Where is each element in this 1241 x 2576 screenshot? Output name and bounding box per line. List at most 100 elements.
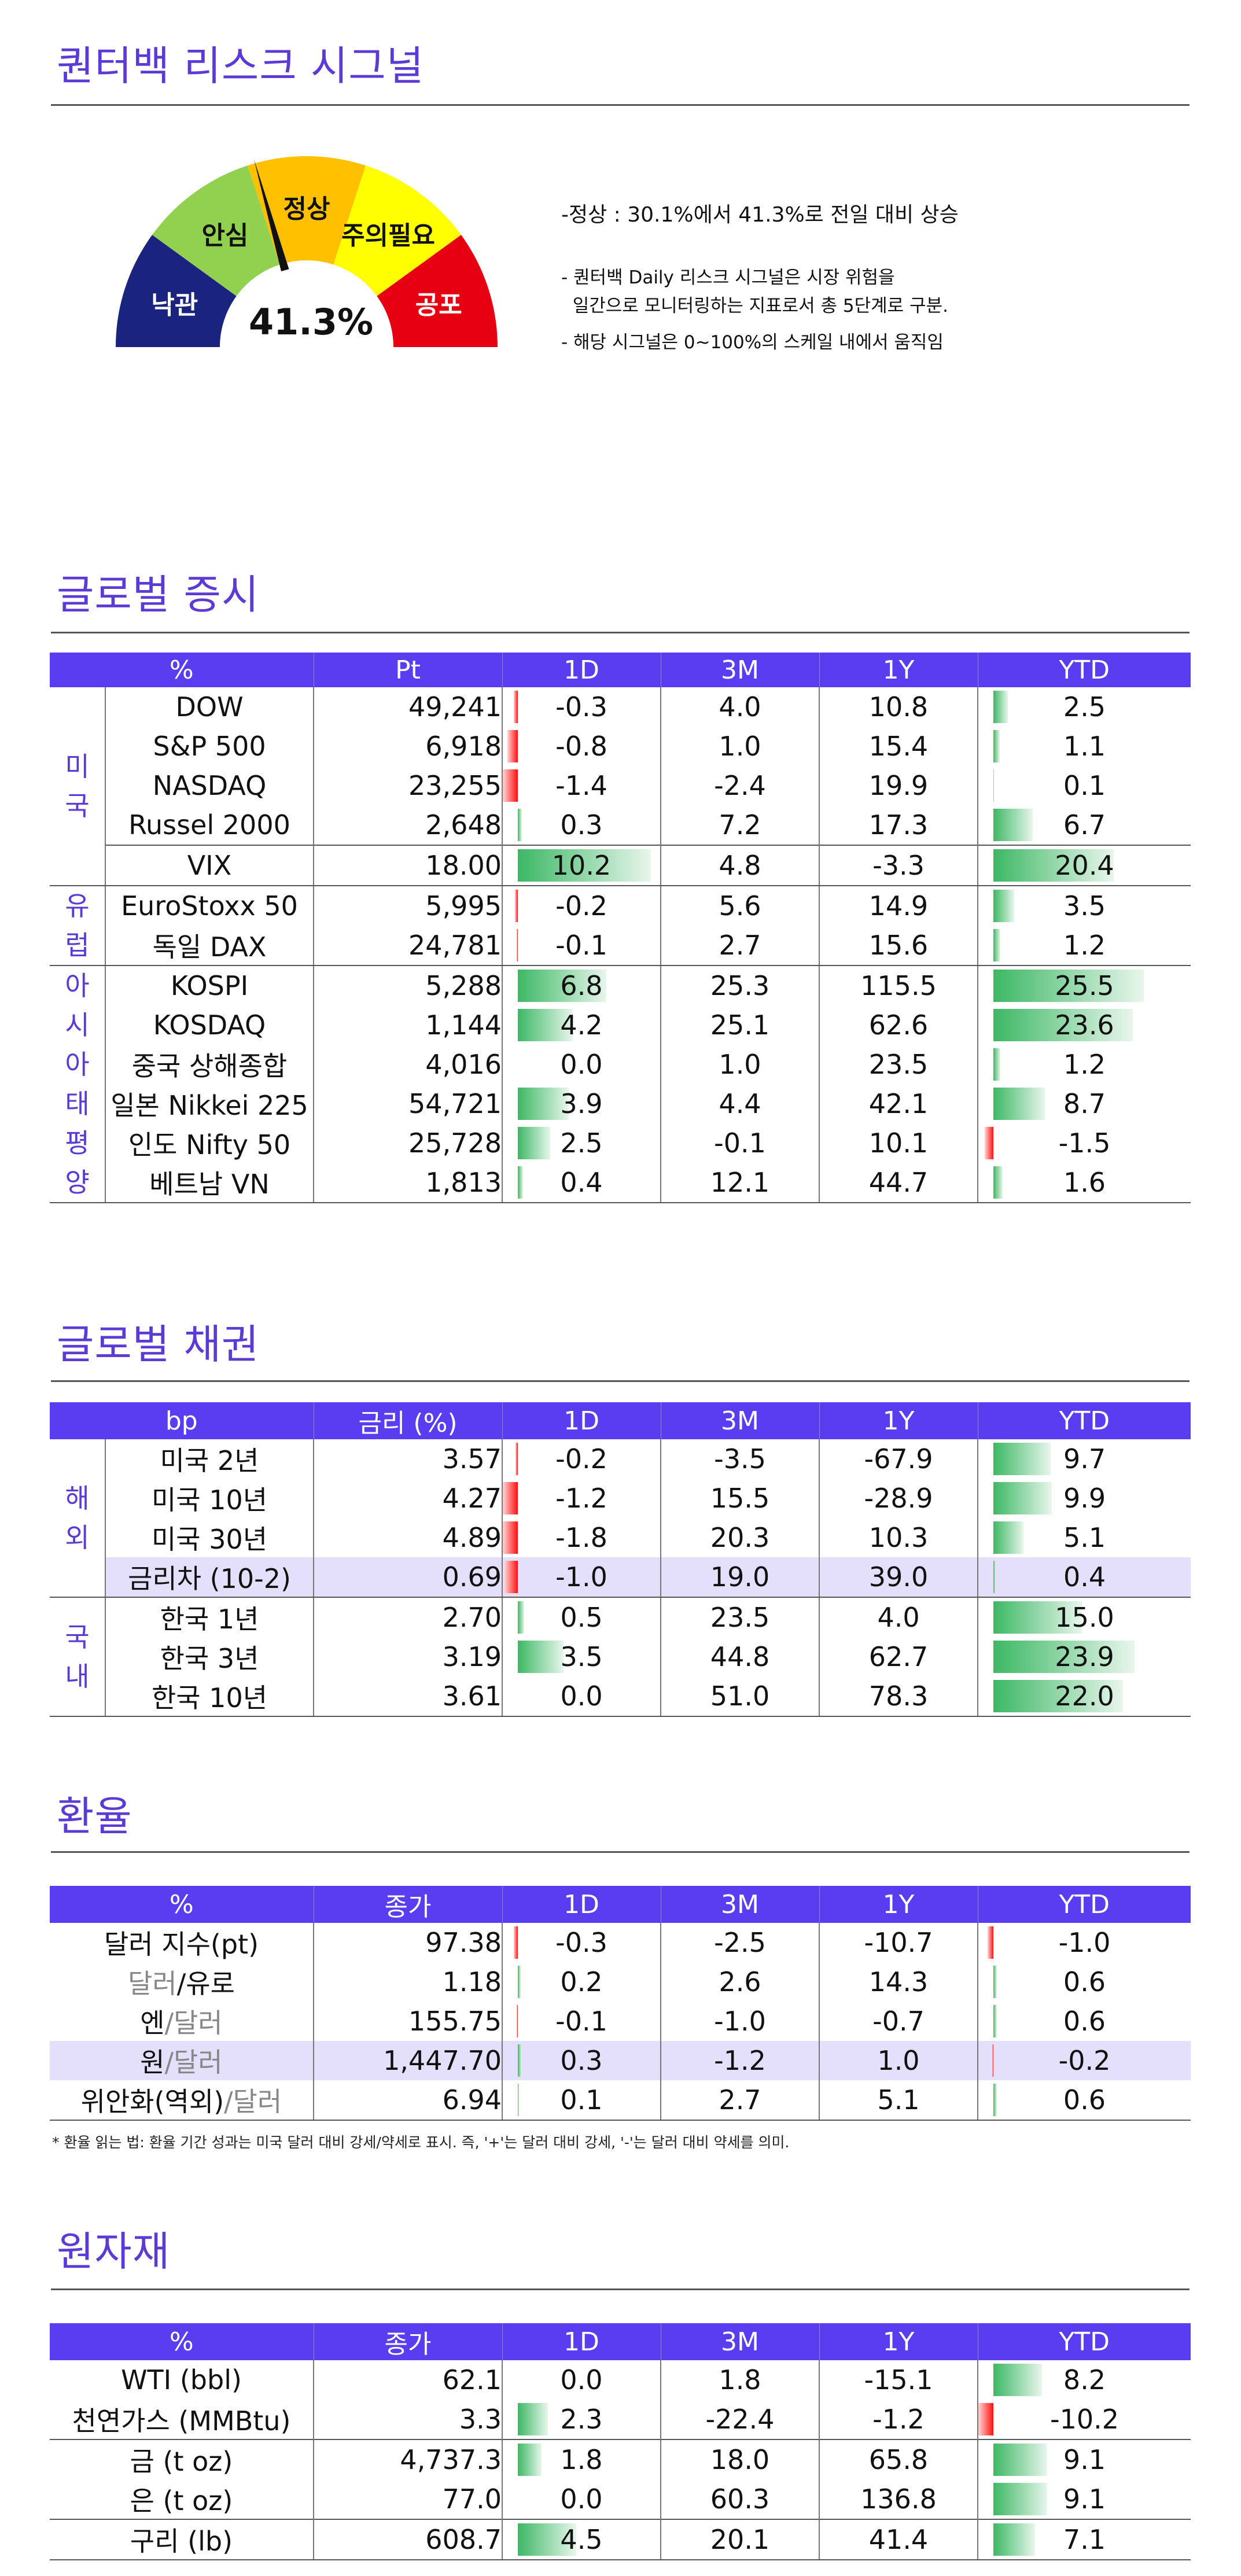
column-header: 1Y [819, 1886, 978, 1923]
row-value: 18.00 [314, 845, 503, 886]
gauge-segment [116, 235, 237, 347]
row-name: 한국 1년 [105, 1597, 315, 1637]
value-text: 1.1 [1063, 731, 1106, 762]
value-text: 0.6 [1063, 2084, 1106, 2116]
value-bar [518, 1166, 524, 1199]
change-3m: -3.5 [661, 1439, 820, 1479]
change-3m: 1.8 [661, 2360, 820, 2400]
value-text: 3.5 [1063, 890, 1106, 922]
row-name-part: /달러 [224, 2086, 282, 2117]
row-value: 3.19 [314, 1637, 503, 1676]
change-1y: -1.2 [819, 2400, 978, 2439]
row-name: 인도 Nifty 50 [105, 1123, 314, 1163]
change-3m: -2.4 [661, 766, 820, 805]
table-row: 국 내 한국 1년 2.70 0.5 23.5 4.0 15.0 [50, 1597, 1191, 1717]
change-1y: 19.9 [819, 766, 978, 805]
row-name: 한국 3년 [105, 1637, 315, 1676]
gauge-segment [377, 235, 498, 347]
change-3m: 4.0 [661, 687, 820, 727]
value-text: 3.5 [560, 1641, 603, 1672]
value-bar [503, 1482, 518, 1514]
row-name: DOW [105, 687, 314, 727]
value-text: 8.2 [1063, 2364, 1106, 2396]
change-3m: 4.8 [661, 845, 820, 886]
table-header: bp 금리 (%) 1D 3M 1Y YTD [50, 1402, 1191, 1439]
change-3m: 23.5 [661, 1597, 820, 1637]
change-ytd: 1.2 [978, 926, 1191, 966]
row-name: 금리차 (10-2) [105, 1557, 315, 1598]
value-bar [518, 1601, 525, 1634]
table-row: 인도 Nifty 50 25,728 2.5 -0.1 10.1 -1.5 [50, 1123, 1191, 1163]
table-row: 달러/유로 1.18 0.2 2.6 14.3 0.6 [50, 1962, 1191, 2002]
value-bar [507, 730, 518, 762]
change-3m: 44.8 [661, 1637, 820, 1676]
change-1d: 2.3 [502, 2400, 661, 2439]
row-name: KOSPI [105, 965, 314, 1005]
equity-section-title: 글로벌 증시 [57, 571, 260, 618]
row-name: EuroStoxx 50 [105, 886, 314, 926]
row-value: 3.61 [314, 1676, 503, 1717]
column-header: 1D [502, 1402, 661, 1439]
value-bar [993, 2523, 1036, 2556]
change-ytd: 3.5 [978, 886, 1191, 926]
value-bar [993, 970, 1144, 1002]
change-ytd: 8.7 [978, 1084, 1191, 1123]
gauge-needle [253, 159, 289, 272]
row-value: 3.3 [314, 2400, 503, 2439]
section-divider [51, 1380, 1190, 1382]
gauge-level-label: 안심 [201, 221, 248, 250]
column-header: 1Y [819, 2323, 978, 2360]
value-text: 0.1 [560, 2084, 603, 2116]
change-ytd: 8.2 [978, 2360, 1191, 2400]
row-value: 6,918 [314, 727, 503, 766]
change-3m: 2.7 [661, 926, 820, 966]
column-header: bp [50, 1402, 314, 1439]
change-1d: 4.2 [502, 1005, 661, 1045]
value-bar [503, 769, 518, 802]
row-value: 97.38 [314, 1923, 503, 1962]
gauge-segment [333, 165, 461, 296]
change-ytd: 22.0 [978, 1676, 1191, 1717]
value-bar [518, 1009, 573, 1041]
bonds-section-title: 글로벌 채권 [57, 1321, 260, 1368]
value-bar [518, 2523, 577, 2556]
row-name: 구리 (lb) [50, 2519, 314, 2560]
row-value: 155.75 [314, 2002, 503, 2041]
value-text: 23.9 [1055, 1641, 1114, 1672]
change-3m: -1.0 [661, 2002, 820, 2041]
value-bar [984, 1127, 993, 1159]
value-bar [518, 2084, 520, 2116]
change-1d: -0.2 [502, 1439, 662, 1479]
value-text: 22.0 [1055, 1681, 1114, 1712]
change-1y: 15.6 [819, 926, 978, 966]
value-text: -0.2 [555, 890, 607, 922]
table-row: 아 시 아 태 평 양 KOSPI 5,288 6.8 25.3 115.5 25.5 [50, 965, 1191, 1203]
value-bar [993, 1088, 1045, 1120]
change-1y: -10.7 [819, 1923, 978, 1962]
change-3m: 19.0 [661, 1557, 820, 1598]
change-1d: -1.2 [502, 1479, 662, 1518]
row-name: 위안화(역외)/달러 [50, 2080, 314, 2121]
change-1y: 4.0 [819, 1597, 979, 1637]
change-ytd: 1.6 [978, 1163, 1191, 1203]
change-3m: 5.6 [661, 886, 820, 926]
change-1d: 6.8 [502, 965, 661, 1005]
value-bar [514, 1926, 518, 1959]
row-name: 중국 상해종합 [105, 1045, 314, 1084]
table-row: 중국 상해종합 4,016 0.0 1.0 23.5 1.2 [50, 1045, 1191, 1084]
change-ytd: 23.9 [978, 1637, 1191, 1676]
value-bar [993, 1166, 1003, 1199]
table-row: NASDAQ 23,255 -1.4 -2.4 19.9 0.1 [50, 766, 1191, 805]
table-row: 한국 10년 3.61 0.0 51.0 78.3 22.0 [50, 1676, 1191, 1717]
value-text: -0.1 [555, 2006, 607, 2037]
row-value: 2,648 [314, 805, 503, 845]
row-value: 62.1 [314, 2360, 503, 2400]
value-text: 1.2 [1063, 930, 1106, 961]
column-header: YTD [978, 1402, 1191, 1439]
change-ytd: 0.4 [978, 1557, 1191, 1598]
value-text: 10.2 [551, 850, 612, 881]
table-row: 미국 30년 4.89 -1.8 20.3 10.3 5.1 [50, 1518, 1191, 1557]
row-name-part: 달러 [128, 1968, 177, 1999]
value-text: 25.5 [1055, 970, 1114, 1001]
